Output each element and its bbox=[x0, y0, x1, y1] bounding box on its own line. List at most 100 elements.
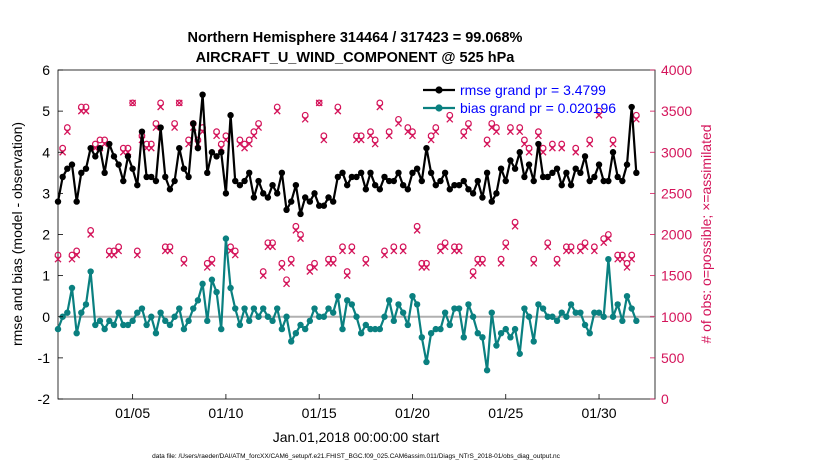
rmse-point bbox=[241, 177, 248, 185]
obs-assimilated-marker bbox=[432, 128, 440, 136]
obs-possible-marker bbox=[455, 243, 463, 251]
obs-possible-marker bbox=[432, 124, 440, 131]
rmse-point bbox=[469, 190, 477, 197]
bias-point bbox=[539, 305, 547, 312]
obs-possible-marker bbox=[572, 144, 580, 152]
obs-possible-marker bbox=[437, 243, 444, 251]
bias-point bbox=[213, 288, 220, 296]
bias-point bbox=[474, 330, 481, 337]
obs-assimilated-marker bbox=[530, 259, 538, 267]
obs-assimilated-marker bbox=[166, 247, 174, 255]
rmse-point bbox=[320, 202, 328, 209]
obs-assimilated-marker bbox=[413, 226, 421, 234]
bias-point bbox=[120, 321, 127, 329]
rmse-point bbox=[325, 194, 332, 201]
rmse-point bbox=[404, 186, 412, 193]
rmse-point bbox=[264, 194, 272, 201]
obs-assimilated-marker bbox=[628, 255, 636, 263]
obs-assimilated-marker bbox=[460, 132, 468, 140]
bias-point bbox=[204, 317, 211, 325]
obs-possible-marker bbox=[157, 99, 165, 107]
obs-possible-marker bbox=[399, 243, 407, 251]
obs-assimilated-marker bbox=[339, 247, 346, 255]
obs-possible-marker bbox=[385, 128, 393, 136]
bias-point bbox=[619, 317, 626, 325]
obs-assimilated-marker bbox=[171, 124, 179, 132]
obs-assimilated-marker bbox=[297, 235, 304, 243]
obs-possible-marker bbox=[516, 124, 524, 131]
rmse-point bbox=[525, 161, 533, 168]
obs-possible-marker bbox=[166, 243, 174, 251]
obs-possible-marker bbox=[614, 251, 622, 259]
obs-possible-marker bbox=[320, 132, 328, 140]
obs-assimilated-marker bbox=[301, 115, 309, 123]
obs-assimilated-marker bbox=[483, 140, 491, 148]
bias-point bbox=[371, 325, 379, 333]
rmse-point bbox=[614, 173, 621, 181]
rmse-point bbox=[152, 177, 160, 185]
rmse-point bbox=[82, 165, 90, 172]
obs-possible-marker bbox=[427, 132, 435, 140]
obs-assimilated-marker bbox=[604, 235, 612, 243]
rmse-point bbox=[68, 161, 76, 168]
obs-assimilated-marker bbox=[497, 259, 505, 267]
obs-assimilated-marker bbox=[292, 226, 300, 234]
bias-point bbox=[301, 325, 309, 333]
bias-point bbox=[260, 305, 267, 312]
obs-possible-marker bbox=[217, 140, 225, 148]
rmse-point bbox=[511, 165, 519, 172]
bias-point bbox=[623, 292, 631, 300]
rmse-point bbox=[110, 153, 118, 160]
obs-possible-marker bbox=[292, 222, 300, 230]
bias-point bbox=[250, 305, 258, 312]
bias-point bbox=[87, 268, 94, 275]
obs-assimilated-marker bbox=[147, 144, 155, 152]
obs-possible-marker bbox=[525, 144, 533, 152]
bias-point bbox=[516, 350, 523, 357]
bias-point bbox=[124, 321, 132, 329]
legend: rmse grand pr = 3.4799 bias grand pr = 0… bbox=[423, 82, 616, 116]
bias-point bbox=[553, 317, 561, 325]
bias-point bbox=[502, 325, 509, 333]
obs-possible-marker bbox=[595, 107, 603, 115]
obs-possible-marker bbox=[175, 99, 183, 107]
obs-assimilated-marker bbox=[376, 103, 384, 111]
obs-possible-marker bbox=[250, 128, 258, 136]
bias-point bbox=[469, 313, 477, 320]
obs-assimilated-marker bbox=[54, 255, 62, 263]
rmse-point bbox=[600, 177, 607, 185]
rmse-point bbox=[446, 186, 453, 193]
obs-assimilated-marker bbox=[567, 247, 575, 255]
x-tick-label: 01/10 bbox=[208, 405, 243, 421]
obs-assimilated-marker bbox=[595, 111, 603, 119]
obs-possible-marker bbox=[241, 140, 248, 148]
rmse-point bbox=[455, 181, 463, 189]
rmse-point bbox=[581, 153, 589, 160]
obs-assimilated-marker bbox=[371, 140, 379, 148]
bias-point bbox=[591, 309, 598, 316]
obs-possible-marker bbox=[628, 251, 636, 259]
obs-assimilated-marker bbox=[520, 140, 528, 148]
rmse-point bbox=[437, 177, 444, 185]
rmse-point bbox=[73, 198, 80, 205]
bias-point bbox=[129, 317, 136, 325]
obs-possible-marker bbox=[483, 136, 491, 144]
obs-assimilated-marker bbox=[250, 132, 258, 140]
obs-assimilated-marker bbox=[399, 247, 407, 255]
rmse-point bbox=[190, 120, 197, 127]
obs-assimilated-marker bbox=[423, 263, 430, 271]
bias-point bbox=[586, 330, 593, 337]
rmse-point bbox=[488, 198, 495, 205]
rmse-point bbox=[497, 165, 505, 172]
obs-assimilated-marker bbox=[329, 259, 337, 267]
bias-point bbox=[446, 321, 453, 329]
obs-assimilated-marker bbox=[343, 272, 351, 280]
obs-possible-marker bbox=[119, 144, 127, 152]
y-tick-label-right: 3500 bbox=[661, 103, 692, 119]
bias-point bbox=[96, 317, 104, 325]
rmse-point bbox=[623, 161, 631, 168]
rmse-point bbox=[213, 153, 220, 160]
obs-assimilated-marker bbox=[269, 243, 277, 251]
obs-possible-marker bbox=[283, 276, 290, 284]
rmse-point bbox=[423, 144, 430, 152]
